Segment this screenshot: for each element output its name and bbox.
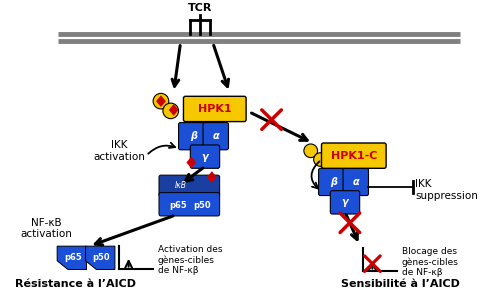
Polygon shape <box>156 95 166 107</box>
Polygon shape <box>86 246 115 269</box>
Text: γ: γ <box>342 197 348 207</box>
Text: TCR: TCR <box>188 3 212 13</box>
FancyBboxPatch shape <box>183 96 246 122</box>
FancyBboxPatch shape <box>203 123 228 150</box>
Text: p50: p50 <box>193 201 211 210</box>
Text: p65: p65 <box>64 253 82 262</box>
Text: p50: p50 <box>92 253 110 262</box>
Text: Résistance à l’AICD: Résistance à l’AICD <box>15 279 136 289</box>
Text: IκB: IκB <box>174 181 186 190</box>
FancyBboxPatch shape <box>330 191 360 214</box>
Text: Sensibilité à l’AICD: Sensibilité à l’AICD <box>341 279 460 289</box>
Circle shape <box>163 103 178 119</box>
Polygon shape <box>207 171 217 183</box>
FancyBboxPatch shape <box>319 168 348 195</box>
Text: Blocage des
gènes-cibles
de NF-κβ: Blocage des gènes-cibles de NF-κβ <box>402 247 459 277</box>
Circle shape <box>313 153 328 166</box>
FancyBboxPatch shape <box>159 193 220 216</box>
Polygon shape <box>57 246 87 269</box>
Text: NF-κB
activation: NF-κB activation <box>21 218 73 239</box>
Polygon shape <box>169 104 178 116</box>
Text: IKK
activation: IKK activation <box>93 140 145 161</box>
Text: p65: p65 <box>170 201 187 210</box>
Polygon shape <box>186 157 196 168</box>
Circle shape <box>153 93 169 109</box>
Text: Activation des
gènes-cibles
de NF-κβ: Activation des gènes-cibles de NF-κβ <box>158 245 222 275</box>
FancyBboxPatch shape <box>178 123 208 150</box>
Text: β: β <box>190 131 197 141</box>
FancyBboxPatch shape <box>343 168 368 195</box>
FancyBboxPatch shape <box>191 145 220 168</box>
Text: α: α <box>212 131 219 141</box>
Text: α: α <box>352 177 359 187</box>
Text: HPK1-C: HPK1-C <box>331 151 377 161</box>
Text: γ: γ <box>202 152 208 161</box>
FancyBboxPatch shape <box>159 175 220 197</box>
Text: β: β <box>330 177 337 187</box>
Text: IKK
suppression: IKK suppression <box>415 179 478 201</box>
Text: HPK1: HPK1 <box>198 104 232 114</box>
Circle shape <box>304 144 318 158</box>
FancyBboxPatch shape <box>322 143 386 168</box>
